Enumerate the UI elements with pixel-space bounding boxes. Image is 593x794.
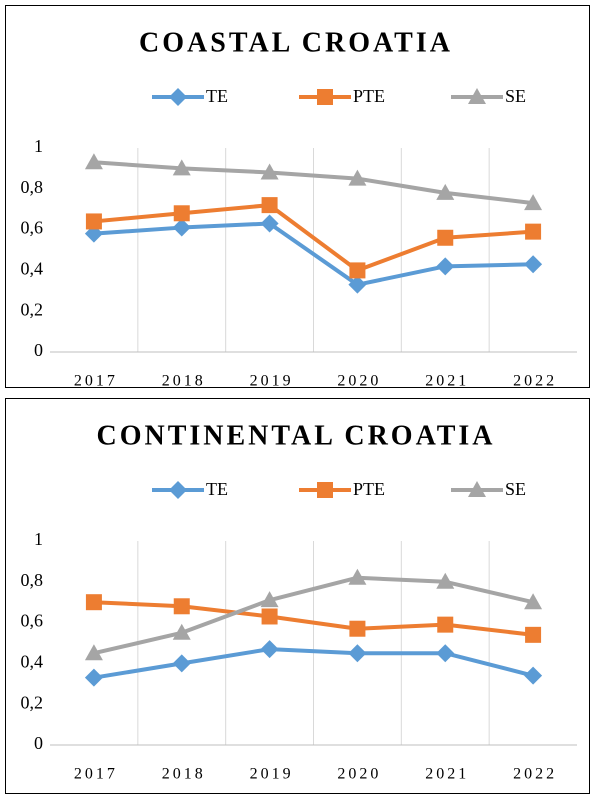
y-tick-label: 0 <box>34 733 43 753</box>
marker <box>260 640 279 659</box>
x-tick-label: 2022 <box>513 373 557 390</box>
x-tick-label: 2021 <box>425 373 469 390</box>
marker <box>436 644 455 663</box>
marker <box>260 214 279 233</box>
marker <box>172 159 191 176</box>
chart: COASTAL CROATIA TE PTE SE 0 0,2 0,4 0,6 0,8 1 2017… <box>5 5 590 390</box>
marker <box>348 644 367 663</box>
x-tick-label: 2017 <box>74 373 118 390</box>
marker <box>172 218 191 237</box>
marker <box>172 623 191 640</box>
marker <box>173 205 190 222</box>
chart-title: COASTAL CROATIA <box>139 27 453 58</box>
marker <box>349 262 366 279</box>
marker <box>436 183 455 200</box>
marker <box>348 275 367 294</box>
x-tick-label: 2020 <box>337 373 381 390</box>
y-tick-label: 0,4 <box>21 259 44 279</box>
x-tick-label: 2020 <box>337 766 381 783</box>
x-tick-label: 2017 <box>74 766 118 783</box>
marker <box>260 591 279 608</box>
marker <box>348 568 367 585</box>
marker <box>84 668 103 687</box>
marker <box>525 626 542 643</box>
x-tick-label: 2019 <box>250 766 294 783</box>
series-line <box>93 203 534 273</box>
x-tick-label: 2018 <box>162 373 206 390</box>
x-tick-label: 2022 <box>513 766 557 783</box>
marker <box>172 654 191 673</box>
marker <box>261 608 278 625</box>
legend-marker <box>317 89 333 105</box>
marker <box>84 153 103 170</box>
legend-label: SE <box>505 479 526 499</box>
marker <box>437 229 454 246</box>
x-tick-label: 2021 <box>425 766 469 783</box>
legend-marker <box>317 482 333 498</box>
y-tick-label: 0,6 <box>21 611 44 631</box>
series-line <box>93 600 534 637</box>
marker <box>524 593 543 610</box>
marker <box>173 598 190 615</box>
marker <box>260 163 279 180</box>
marker <box>261 197 278 214</box>
legend-marker <box>468 88 486 104</box>
legend-label: PTE <box>353 86 385 106</box>
marker <box>436 572 455 589</box>
marker <box>349 620 366 637</box>
x-tick-label: 2018 <box>162 766 206 783</box>
marker <box>524 666 543 685</box>
legend-label: SE <box>505 86 526 106</box>
marker <box>84 644 103 661</box>
y-tick-label: 0,6 <box>21 218 44 238</box>
series-line <box>93 160 534 206</box>
marker <box>348 169 367 186</box>
legend-label: TE <box>206 86 228 106</box>
chart-title: CONTINENTAL CROATIA <box>96 420 495 451</box>
marker <box>85 213 102 230</box>
y-tick-label: 0,8 <box>21 177 44 197</box>
marker <box>85 594 102 611</box>
series-line <box>93 575 534 656</box>
marker <box>524 194 543 211</box>
marker <box>436 257 455 276</box>
chart-frame <box>5 5 590 388</box>
marker <box>437 616 454 633</box>
legend-marker <box>169 88 187 106</box>
legend-marker <box>468 481 486 497</box>
legend-label: TE <box>206 479 228 499</box>
series-line <box>93 647 534 680</box>
y-tick-label: 1 <box>34 136 43 156</box>
series-line <box>93 221 534 287</box>
y-tick-label: 0,2 <box>21 692 44 712</box>
marker <box>525 223 542 240</box>
y-tick-label: 0,8 <box>21 570 44 590</box>
legend-label: PTE <box>353 479 385 499</box>
y-tick-label: 1 <box>34 529 43 549</box>
chart: CONTINENTAL CROATIA TE PTE SE 0 0,2 0,4 0,6 0,8 1… <box>5 398 590 794</box>
x-tick-label: 2019 <box>250 373 294 390</box>
y-tick-label: 0 <box>34 340 43 360</box>
y-tick-label: 0,2 <box>21 299 44 319</box>
y-tick-label: 0,4 <box>21 652 44 672</box>
legend-marker <box>169 481 187 499</box>
marker <box>524 255 543 274</box>
